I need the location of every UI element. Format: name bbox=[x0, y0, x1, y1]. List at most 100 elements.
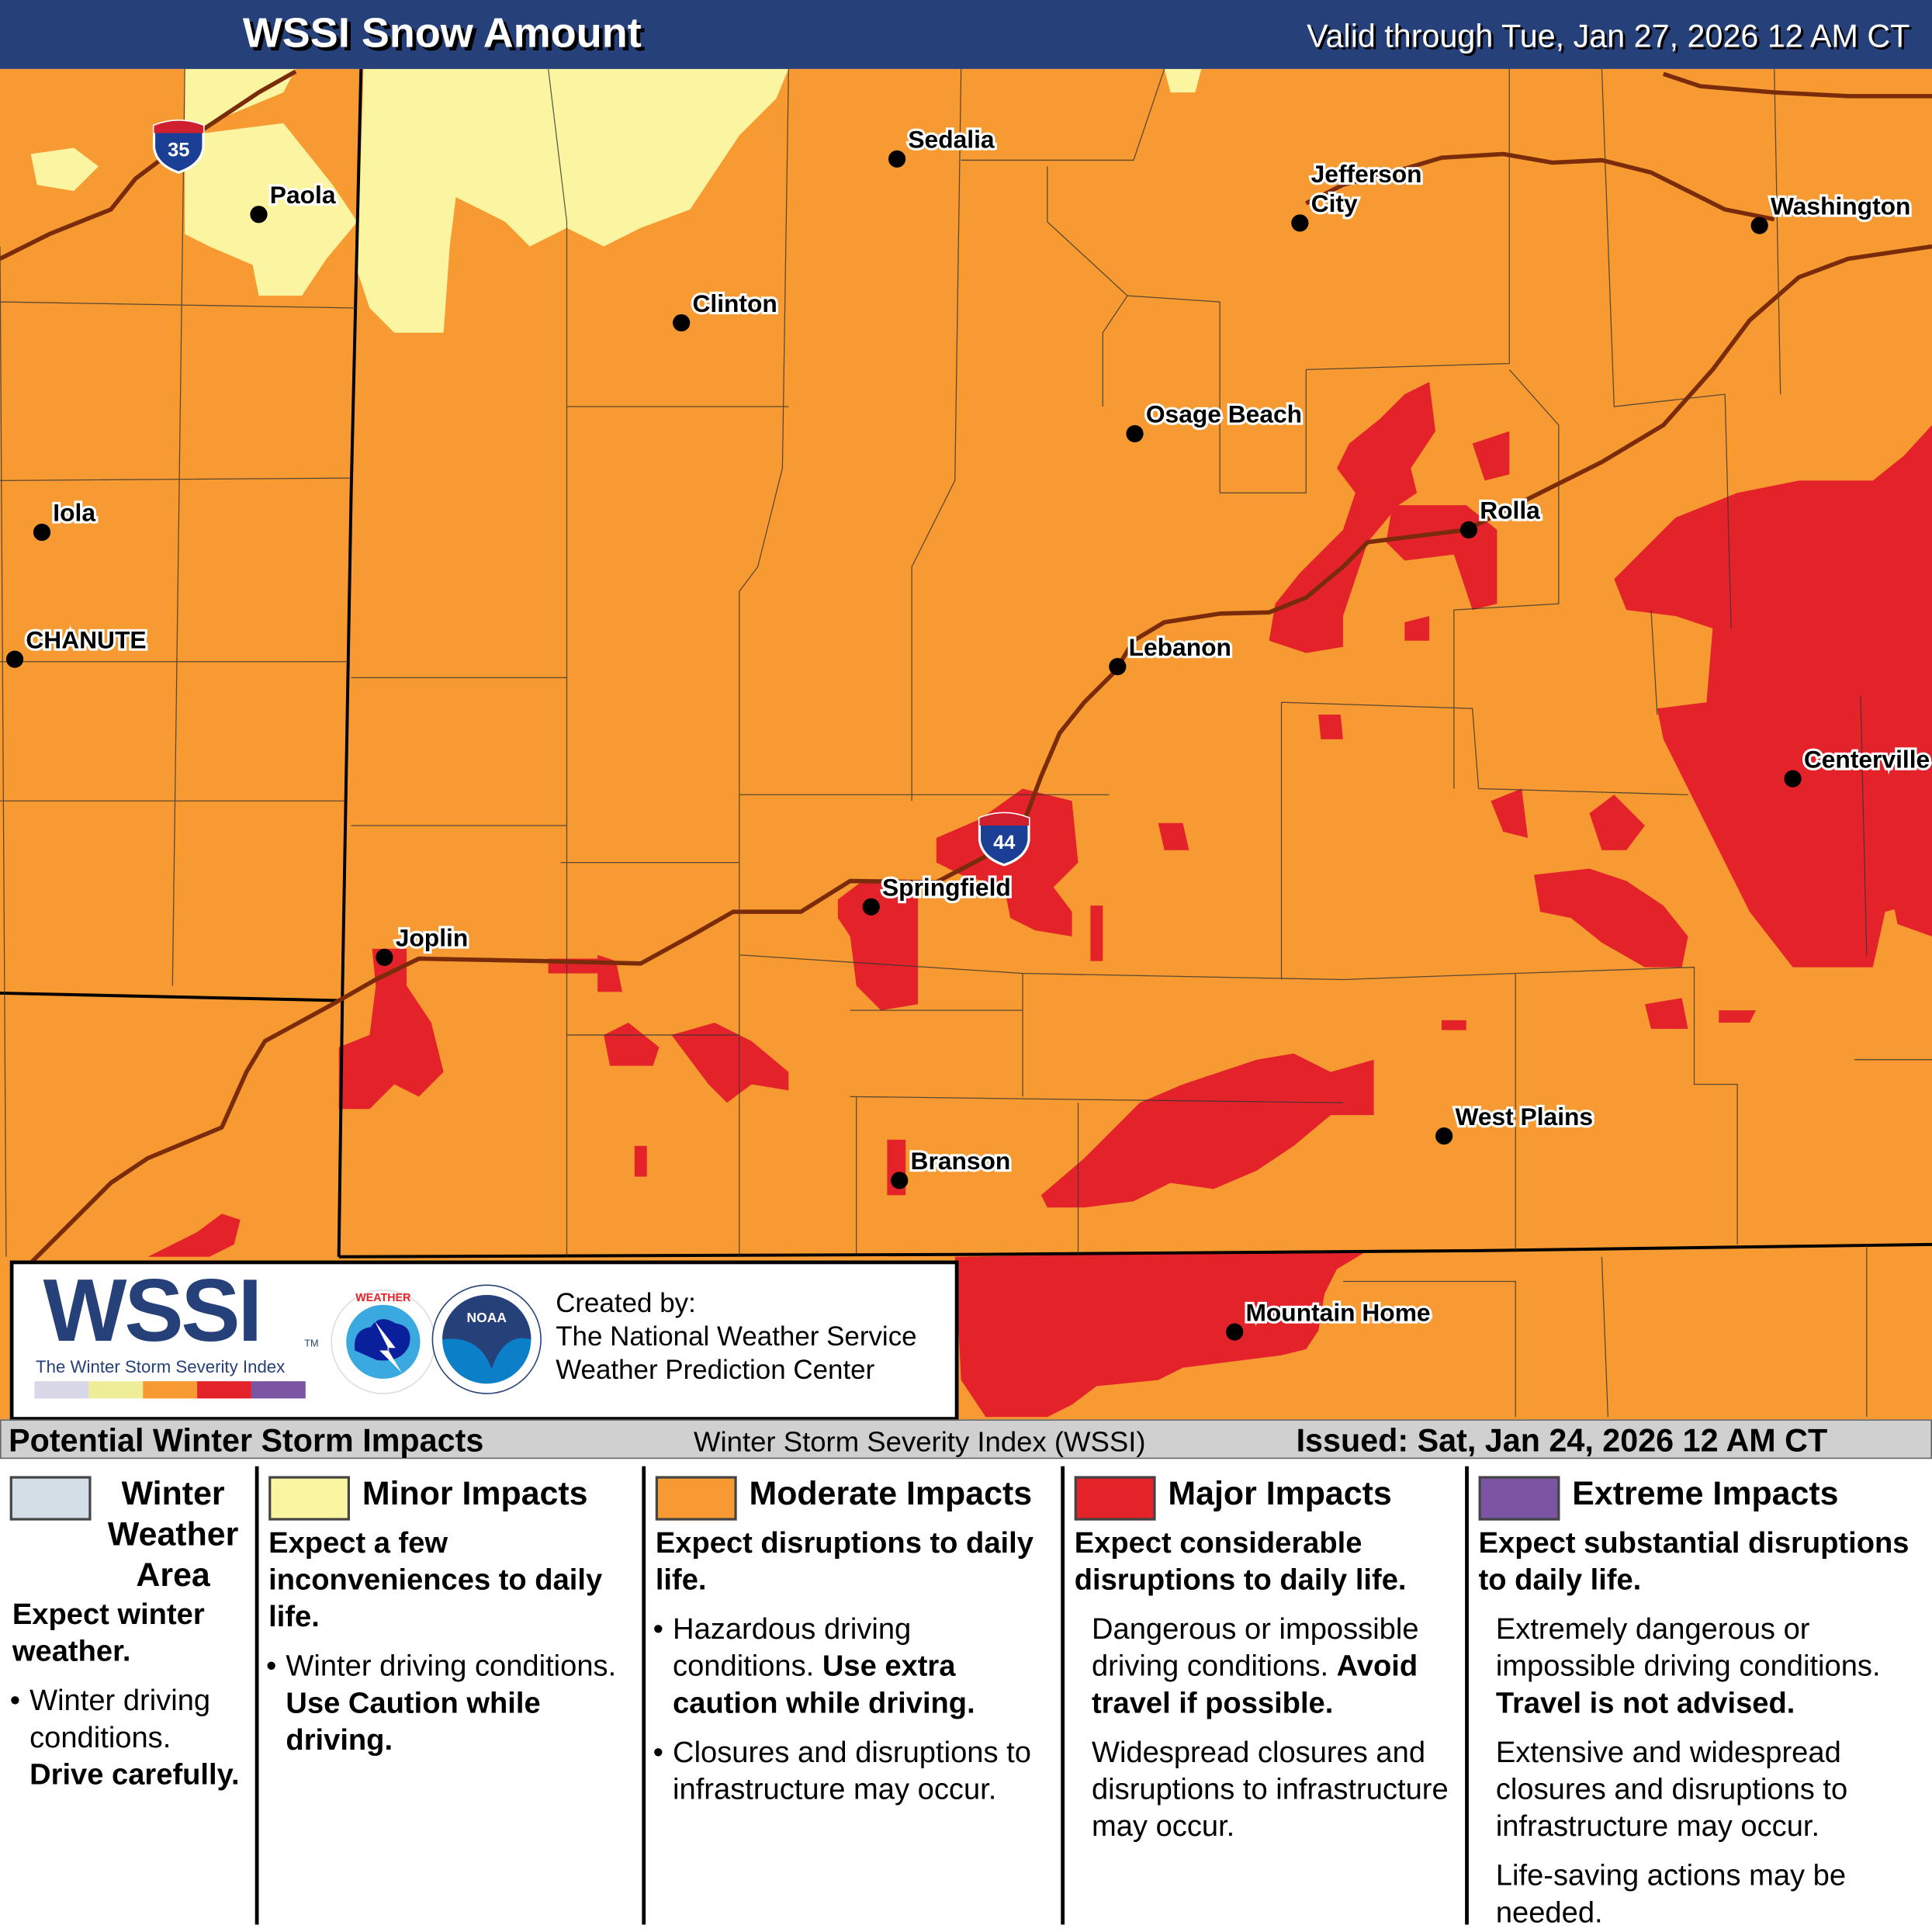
legend-swatch bbox=[268, 1476, 350, 1521]
description-text: Extremely dangerous or impossible drivin… bbox=[1495, 1612, 1881, 1684]
legend-description: Life-saving actions may be needed. bbox=[1479, 1858, 1927, 1932]
city-branson: Branson bbox=[891, 1144, 1013, 1189]
city-clinton: Clinton bbox=[673, 287, 780, 332]
interstate-highways bbox=[0, 69, 1932, 1271]
city-dot bbox=[891, 1172, 909, 1189]
city-dot bbox=[1109, 657, 1127, 676]
city-label: West Plains bbox=[1455, 1103, 1593, 1130]
city-label: Washington bbox=[1771, 192, 1910, 220]
description-emphasis: Use extra caution while driving. bbox=[673, 1650, 975, 1720]
city-label: Springfield bbox=[882, 873, 1011, 901]
legend-category-title: Moderate Impacts bbox=[749, 1474, 1033, 1512]
legend-minor-impacts: Minor Impacts Expect a few inconveniences… bbox=[258, 1459, 642, 1932]
legend-swatch bbox=[1478, 1476, 1560, 1521]
legend-category-title: Major Impacts bbox=[1168, 1474, 1392, 1512]
header: WSSI Snow Amount Valid through Tue, Jan … bbox=[0, 0, 1932, 69]
legend-headline: Expect substantial disruptions to daily … bbox=[1478, 1526, 1909, 1598]
legend-headline: Expect winter weather. bbox=[12, 1598, 205, 1669]
state-borders bbox=[0, 68, 1932, 1259]
wssi-subtitle: The Winter Storm Severity Index bbox=[36, 1356, 286, 1376]
interstate-shields: 35 44 bbox=[152, 119, 1030, 867]
legend-headline: Expect disruptions to daily life. bbox=[655, 1526, 1034, 1598]
city-dot bbox=[862, 898, 880, 916]
legend-description: Dangerous or impossible driving conditio… bbox=[1075, 1612, 1460, 1723]
strip-color-4 bbox=[251, 1381, 306, 1399]
legend-category-title: Extreme Impacts bbox=[1572, 1474, 1839, 1512]
city-dot bbox=[1784, 770, 1802, 788]
legend-description: Widespread closures and disruptions to i… bbox=[1075, 1735, 1460, 1846]
impact-legend: Winter Weather Area Expect winter weather… bbox=[0, 1459, 1932, 1932]
legend-index-name: Winter Storm Severity Index (WSSI) bbox=[694, 1425, 1146, 1458]
legend-divider bbox=[254, 1466, 259, 1925]
city-washington: Washington bbox=[1750, 189, 1913, 234]
city-chanute: CHANUTE bbox=[5, 623, 149, 668]
description-text: Hazardous driving conditions. bbox=[673, 1612, 912, 1684]
shield-label: 35 bbox=[168, 140, 189, 161]
strip-color-0 bbox=[34, 1381, 89, 1399]
interstate-shield-icon: 44 bbox=[978, 812, 1030, 867]
city-dot bbox=[33, 523, 51, 542]
city-label: Iola bbox=[53, 499, 95, 527]
legend-description: Extremely dangerous or impossible drivin… bbox=[1479, 1612, 1927, 1723]
city-dot bbox=[1291, 214, 1309, 232]
city-label: Jefferson bbox=[1311, 160, 1422, 188]
county-borders bbox=[0, 68, 1932, 1418]
minor-impact-areas bbox=[30, 68, 1202, 333]
legend-description: Winter driving conditions. Drive careful… bbox=[10, 1683, 250, 1794]
legend-headline: Expect considerable disruptions to daily… bbox=[1074, 1526, 1407, 1598]
interstate-shield-icon: 35 bbox=[152, 119, 205, 174]
city-label: CHANUTE bbox=[26, 625, 146, 653]
nws-logo-icon: WEATHER bbox=[331, 1289, 436, 1394]
city-label: Lebanon bbox=[1129, 633, 1231, 661]
created-by-label: Created by: bbox=[556, 1287, 696, 1319]
issued-time: Issued: Sat, Jan 24, 2026 12 AM CT bbox=[1296, 1421, 1828, 1459]
legend-description: Extensive and widespread closures and di… bbox=[1479, 1735, 1927, 1846]
wssi-logo: WSSI bbox=[43, 1262, 263, 1361]
strip-color-3 bbox=[197, 1381, 251, 1399]
city-dot bbox=[673, 313, 691, 332]
city-label: Centerville bbox=[1804, 745, 1930, 773]
city-label: Joplin bbox=[396, 924, 468, 952]
wssi-color-strip bbox=[34, 1381, 306, 1399]
legend-category-title: Winter Weather Area bbox=[107, 1474, 239, 1594]
legend-body: Expect winter weather. Winter driving con… bbox=[10, 1597, 250, 1794]
legend-body: Expect substantial disruptions to daily … bbox=[1479, 1525, 1927, 1932]
city-dot bbox=[1435, 1127, 1453, 1145]
city-dot bbox=[250, 206, 268, 223]
description-emphasis: Avoid travel if possible. bbox=[1091, 1650, 1418, 1720]
city-joplin: Joplin bbox=[376, 921, 470, 966]
description-text: Extensive and widespread closures and di… bbox=[1495, 1736, 1848, 1844]
shield-label: 44 bbox=[993, 832, 1015, 853]
city-dot bbox=[1226, 1323, 1244, 1341]
city-label: Clinton bbox=[692, 289, 777, 317]
city-label: Osage Beach bbox=[1146, 400, 1302, 428]
city-sedalia: Sedalia bbox=[888, 123, 997, 168]
city-label: Paola bbox=[270, 181, 336, 209]
legend-headline: Expect a few inconveniences to daily lif… bbox=[268, 1526, 603, 1634]
city-label: Sedalia bbox=[908, 126, 995, 154]
legend-swatch bbox=[655, 1476, 737, 1521]
strip-color-2 bbox=[143, 1381, 198, 1399]
city-lebanon: Lebanon bbox=[1109, 631, 1234, 676]
legend-category-title: Minor Impacts bbox=[362, 1474, 588, 1512]
city-label: Mountain Home bbox=[1245, 1298, 1430, 1326]
description-emphasis: Use Caution while driving. bbox=[286, 1686, 541, 1757]
legend-swatch bbox=[9, 1476, 92, 1521]
description-text: Winter driving conditions. bbox=[286, 1650, 617, 1684]
legend-body: Expect disruptions to daily life. Hazardo… bbox=[653, 1525, 1056, 1809]
description-emphasis: Drive carefully. bbox=[29, 1758, 240, 1792]
description-text: Life-saving actions may be needed. bbox=[1495, 1859, 1847, 1930]
description-emphasis: Travel is not advised. bbox=[1495, 1686, 1795, 1720]
legend-extreme-impacts: Extreme Impacts Expect substantial disrup… bbox=[1469, 1459, 1932, 1932]
description-text: Dangerous or impossible driving conditio… bbox=[1091, 1612, 1419, 1684]
city-dot bbox=[1459, 521, 1478, 538]
legend-winter-weather-area: Winter Weather Area Expect winter weather… bbox=[0, 1459, 255, 1932]
impact-map: 35 44 Sedalia Paola Jefferson City Washington… bbox=[0, 68, 1932, 1420]
legend-divider bbox=[1061, 1466, 1065, 1925]
svg-text:NOAA: NOAA bbox=[467, 1310, 507, 1325]
created-by: Created by: The National Weather Service… bbox=[556, 1286, 916, 1387]
city-dot bbox=[1750, 216, 1768, 234]
